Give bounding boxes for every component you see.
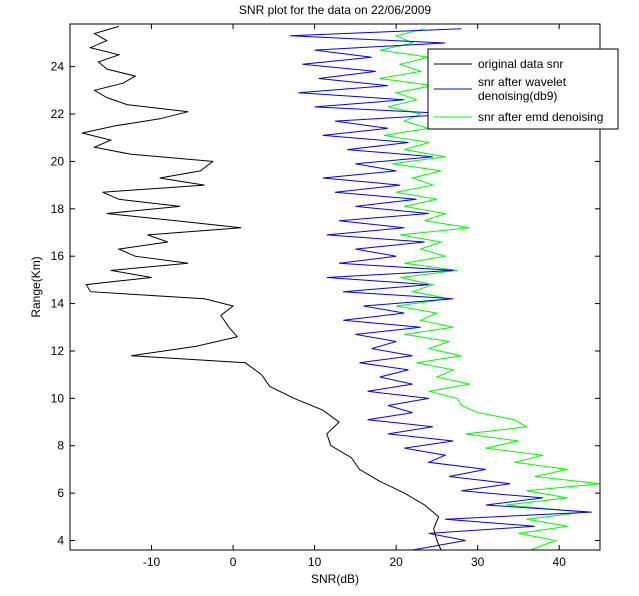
- legend-label-emd: snr after emd denoising: [478, 110, 603, 124]
- y-tick-label: 10: [51, 391, 65, 405]
- x-axis-label: SNR(dB): [311, 572, 359, 586]
- x-tick-label: 10: [308, 555, 322, 569]
- y-tick-label: 12: [51, 344, 65, 358]
- y-tick-label: 18: [51, 202, 65, 216]
- y-tick-label: 24: [51, 60, 65, 74]
- plot-frame: [69, 23, 601, 551]
- y-tick-label: 4: [57, 534, 64, 548]
- y-tick-label: 8: [57, 439, 64, 453]
- chart-title: SNR plot for the data on 22/06/2009: [239, 3, 431, 17]
- x-tick-label: 30: [471, 555, 485, 569]
- series-line-emd: [379, 28, 601, 551]
- x-tick-label: -10: [143, 555, 161, 569]
- y-tick-label: 14: [51, 297, 65, 311]
- tick-layer: -10 0 10 20 30 40 4 6 8 10 12 14 16 18 20 22 24: [51, 24, 600, 569]
- y-tick-label: 6: [57, 486, 64, 500]
- x-tick-label: 0: [230, 555, 237, 569]
- x-tick-label: 20: [389, 555, 403, 569]
- series-line-original: [82, 25, 442, 551]
- y-tick-label: 20: [51, 154, 65, 168]
- legend-label-wavelet: snr after wavelet denoising(db9): [478, 75, 569, 103]
- y-axis-label: Range(Km): [29, 256, 43, 317]
- legend: original data snr snr after wavelet deno…: [427, 48, 619, 130]
- y-tick-label: 22: [51, 107, 65, 121]
- y-tick-label: 16: [51, 249, 65, 263]
- legend-label-original: original data snr: [478, 57, 563, 71]
- x-tick-label: 40: [553, 555, 567, 569]
